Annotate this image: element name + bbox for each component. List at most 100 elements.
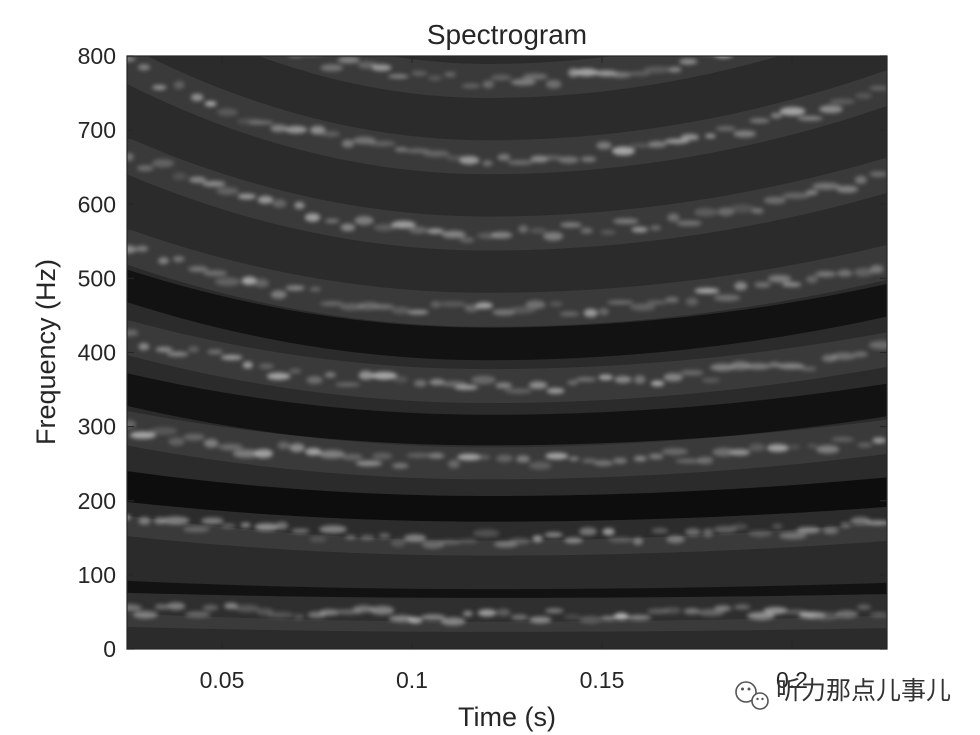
x-axis-label: Time (s) <box>458 702 556 732</box>
spectrogram-blob <box>358 370 374 380</box>
spectrogram-blob <box>544 532 563 538</box>
spectrogram-blob <box>869 85 887 91</box>
spectrogram-blob <box>459 538 478 544</box>
spectrogram-blob <box>127 514 131 520</box>
spectrogram-blob <box>459 156 480 165</box>
spectrogram-blob <box>545 452 569 460</box>
spectrogram-blob <box>277 441 290 450</box>
spectrogram-blob <box>158 257 169 265</box>
spectrogram-blob <box>294 201 305 210</box>
spectrogram-blob <box>403 534 427 542</box>
spectrogram-blob <box>475 302 493 309</box>
spectrogram-blob <box>127 329 139 337</box>
spectrogram-blob <box>837 15 854 19</box>
spectrogram-blob <box>161 516 190 525</box>
spectrogram-blob <box>632 537 644 546</box>
spectrogram-blob <box>305 448 322 456</box>
spectrogram-blob <box>664 138 690 144</box>
spectrogram-blob <box>518 225 529 234</box>
spectrogram-blob <box>373 224 396 232</box>
spectrogram-blob <box>462 611 473 617</box>
spectrogram-blob <box>819 105 843 114</box>
spectrogram-blob <box>359 535 375 540</box>
spectrogram-blob <box>427 75 442 81</box>
spectrogram-blob <box>854 175 867 185</box>
spectrogram-blob <box>575 68 599 77</box>
spectrogram-blob <box>352 136 376 145</box>
spectrogram-blob <box>240 522 251 528</box>
spectrogram-blob <box>440 617 466 626</box>
spectrogram-blob <box>858 4 871 8</box>
spectrogram-blob <box>613 457 628 464</box>
spectrogram-blob <box>568 456 580 461</box>
spectrogram-blob <box>558 156 579 164</box>
spectrogram-blob <box>321 130 341 137</box>
spectrogram-blob <box>203 270 228 277</box>
spectrogram-blob <box>797 116 823 121</box>
spectrogram-blob <box>394 147 408 152</box>
spectrogram-blob <box>829 98 856 105</box>
spectrogram-blob <box>199 14 220 23</box>
spectrogram-blob <box>341 453 363 461</box>
spectrogram-blob <box>352 605 375 613</box>
spectrogram-blob <box>388 615 415 623</box>
spectrogram-blob <box>575 377 597 382</box>
spectrogram-blob <box>137 64 151 71</box>
spectrogram-blob <box>770 112 783 119</box>
watermark-text: 听力那点儿事儿 <box>776 677 951 705</box>
spectrogram-blob <box>237 193 256 200</box>
spectrogram-blob <box>291 528 310 534</box>
spectrogram-blob <box>373 304 395 310</box>
spectrogram-blob <box>319 525 347 534</box>
spectrogram-blob <box>289 443 305 453</box>
x-axis-ticks: 0.05 0.1 0.15 0.2 <box>200 56 808 693</box>
spectrogram-blob <box>188 176 207 183</box>
spectrogram-blob <box>132 610 158 619</box>
spectrogram-blob <box>507 159 534 166</box>
spectrogram-blob <box>391 306 410 315</box>
spectrogram-blob <box>482 80 495 89</box>
harmonic-band <box>127 502 887 556</box>
spectrogram-blob <box>438 301 467 307</box>
spectrogram-blob <box>275 521 289 530</box>
spectrogram-blob <box>714 605 732 612</box>
spectrogram-blob <box>806 275 818 284</box>
spectrogram-blob <box>747 611 775 620</box>
spectrogram-blob <box>754 282 771 288</box>
spectrogram-blob <box>563 614 581 620</box>
spectrogram-blob <box>733 130 756 138</box>
spectrogram-blob <box>676 220 702 227</box>
spectrogram-blob <box>542 155 562 161</box>
spectrogram-blob <box>461 83 481 89</box>
spectrogram-blob <box>627 71 652 76</box>
spectrogram-blob <box>583 308 598 318</box>
spectrogram-blob <box>661 448 689 455</box>
spectrogram-blob <box>675 458 702 464</box>
spectrogram-blob <box>593 460 614 467</box>
spectrogram-blob <box>407 309 429 315</box>
spectrogram-blob <box>201 517 224 525</box>
spectrogram-blob <box>837 269 853 277</box>
spectrogram-blob <box>155 346 173 353</box>
spectrogram-blob <box>767 274 792 283</box>
spectrogram-blob <box>626 614 652 621</box>
spectrogram-blob <box>853 267 873 277</box>
spectrogram-blob <box>731 523 749 530</box>
spectrogram-blobs <box>127 4 887 626</box>
spectrogram-blob <box>422 150 450 158</box>
spectrogram-blob <box>414 379 427 387</box>
spectrogram-blob <box>831 352 857 360</box>
spectrogram-blob <box>679 58 698 65</box>
spectrogram-blob <box>869 171 887 177</box>
spectrogram-blob <box>293 614 305 620</box>
spectrogram-blob <box>835 610 859 618</box>
spectrogram-blob <box>430 301 441 308</box>
spectrogram-blob <box>814 271 837 278</box>
spectrogram-blob <box>822 527 839 535</box>
spectrogram-blob <box>680 133 700 141</box>
spectrogram-blob <box>608 537 634 543</box>
spectrogram-blob <box>646 300 667 305</box>
spectrogram-blob <box>253 278 269 288</box>
spectrogram-blob <box>870 264 884 274</box>
